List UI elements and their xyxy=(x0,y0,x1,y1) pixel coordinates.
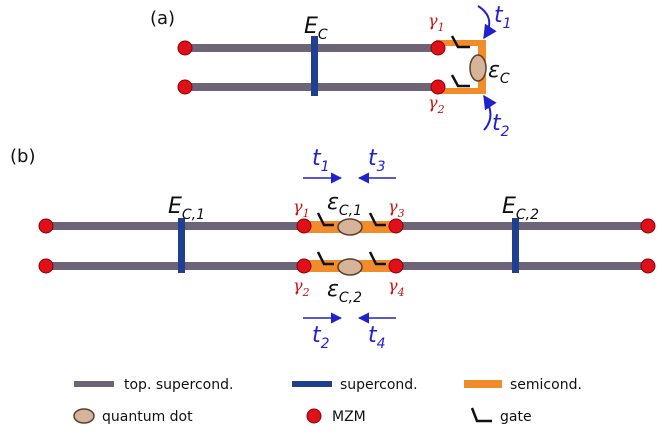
legend-swatch-quantum-dot xyxy=(73,408,95,424)
quantum-dot xyxy=(337,218,363,236)
charging-energy-label: EC,1 xyxy=(168,194,205,223)
gate-icon xyxy=(470,407,492,423)
panel-b-label: (b) xyxy=(10,146,35,167)
mzm-marker xyxy=(296,218,312,234)
tunnel-arrow xyxy=(483,94,497,131)
mzm-label: γ2 xyxy=(428,93,445,116)
charging-energy-label: EC,2 xyxy=(502,194,539,223)
mzm-marker xyxy=(177,40,193,56)
quantum-dot xyxy=(337,258,363,276)
mzm-label: γ2 xyxy=(293,276,310,299)
mzm-marker xyxy=(388,258,404,274)
gate-icon xyxy=(316,212,334,227)
mzm-label: γ3 xyxy=(388,197,405,220)
legend-label-mzm: MZM xyxy=(332,409,366,425)
dot-energy-label: εC xyxy=(488,58,510,87)
panel-a: (a) EC εC γ1 γ2 t1 t2 xyxy=(150,3,512,140)
gate-icon xyxy=(368,212,386,227)
legend-label-topological: top. supercond. xyxy=(124,377,233,393)
mzm-label: γ1 xyxy=(428,11,445,34)
tunnel-label: t3 xyxy=(368,146,386,175)
charging-energy-label: EC xyxy=(304,14,328,43)
mzm-marker xyxy=(430,40,446,56)
panel-a-label: (a) xyxy=(150,8,175,29)
mzm-marker xyxy=(388,218,404,234)
tunnel-label: t1 xyxy=(494,3,512,32)
quantum-dot xyxy=(469,54,487,82)
superconductor-bar xyxy=(178,218,185,273)
tunnel-label: t2 xyxy=(312,323,330,352)
mzm-marker xyxy=(640,218,656,234)
mzm-marker xyxy=(296,258,312,274)
legend-swatch-mzm xyxy=(306,408,322,424)
tunnel-label: t4 xyxy=(368,323,386,352)
dot-energy-label: εC,2 xyxy=(327,277,362,306)
legend-label-semiconductor: semicond. xyxy=(510,377,582,393)
mzm-label: γ4 xyxy=(388,276,405,299)
tunnel-label: t2 xyxy=(492,111,510,140)
panel-b: (b) EC,1 EC,2 εC,1 εC,2 xyxy=(10,146,656,352)
gate-icon xyxy=(368,251,386,266)
mzm-label: γ1 xyxy=(293,197,310,220)
legend-label-quantum-dot: quantum dot xyxy=(102,409,193,425)
legend-label-gate: gate xyxy=(500,409,532,425)
gate-icon xyxy=(450,35,470,49)
tunnel-arrow xyxy=(477,5,497,40)
superconductor-bar xyxy=(512,218,519,273)
mzm-marker xyxy=(38,258,54,274)
gate-icon xyxy=(450,74,470,88)
mzm-marker xyxy=(38,218,54,234)
mzm-marker xyxy=(430,79,446,95)
tunnel-label: t1 xyxy=(312,146,330,175)
gate-icon xyxy=(316,251,334,266)
mzm-marker xyxy=(177,79,193,95)
legend: top. supercond. supercond. semicond. qua… xyxy=(73,377,582,425)
mzm-marker xyxy=(640,258,656,274)
dot-energy-label: εC,1 xyxy=(327,190,362,219)
superconductor-bar xyxy=(311,36,318,96)
legend-label-superconductor: supercond. xyxy=(340,377,418,393)
